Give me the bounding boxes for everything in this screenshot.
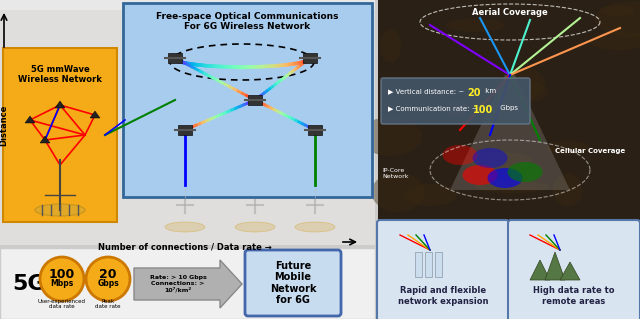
Text: Future
Mobile
Network
for 6G: Future Mobile Network for 6G	[269, 261, 316, 305]
Text: 20: 20	[99, 268, 116, 280]
Text: Rate: > 10 Gbps
Connections: >
10⁷/km²: Rate: > 10 Gbps Connections: > 10⁷/km²	[150, 275, 206, 293]
Polygon shape	[90, 111, 100, 118]
Ellipse shape	[600, 5, 634, 16]
Ellipse shape	[295, 222, 335, 232]
Text: 20: 20	[467, 88, 481, 98]
Ellipse shape	[488, 168, 522, 188]
Ellipse shape	[463, 165, 497, 185]
Ellipse shape	[461, 152, 532, 169]
Text: Peak
date rate: Peak date rate	[95, 299, 121, 309]
FancyBboxPatch shape	[378, 0, 640, 220]
Polygon shape	[134, 260, 242, 308]
Ellipse shape	[442, 145, 477, 165]
Polygon shape	[530, 260, 550, 280]
Text: Rapid and flexible
network expansion: Rapid and flexible network expansion	[397, 286, 488, 306]
Circle shape	[86, 257, 130, 301]
Ellipse shape	[380, 29, 401, 63]
Ellipse shape	[165, 222, 205, 232]
Text: Distance: Distance	[0, 104, 8, 146]
FancyBboxPatch shape	[377, 220, 509, 319]
FancyBboxPatch shape	[508, 220, 640, 319]
Ellipse shape	[235, 222, 275, 232]
Ellipse shape	[494, 80, 547, 103]
Text: Cellular Coverage: Cellular Coverage	[555, 148, 625, 154]
Ellipse shape	[595, 1, 640, 37]
FancyBboxPatch shape	[123, 3, 372, 197]
Ellipse shape	[358, 117, 422, 156]
Text: Mbps: Mbps	[51, 279, 74, 288]
FancyBboxPatch shape	[248, 95, 262, 105]
FancyBboxPatch shape	[168, 53, 182, 63]
FancyBboxPatch shape	[178, 125, 192, 135]
Ellipse shape	[472, 148, 508, 168]
Text: User-experienced
data rate: User-experienced data rate	[38, 299, 86, 309]
Ellipse shape	[446, 19, 505, 32]
Ellipse shape	[445, 101, 468, 117]
FancyBboxPatch shape	[415, 252, 422, 277]
Ellipse shape	[553, 173, 582, 207]
Polygon shape	[560, 262, 580, 280]
Ellipse shape	[508, 162, 543, 182]
FancyBboxPatch shape	[435, 252, 442, 277]
Text: ▶ Vertical distance: ~: ▶ Vertical distance: ~	[388, 88, 464, 94]
FancyBboxPatch shape	[245, 250, 341, 316]
Polygon shape	[545, 252, 565, 280]
Ellipse shape	[590, 32, 640, 50]
FancyBboxPatch shape	[308, 125, 322, 135]
Text: High data rate to
remote areas: High data rate to remote areas	[533, 286, 615, 306]
FancyBboxPatch shape	[303, 53, 317, 63]
Text: Free-space Optical Communications
For 6G Wireless Network: Free-space Optical Communications For 6G…	[156, 12, 339, 31]
Ellipse shape	[371, 173, 424, 212]
Ellipse shape	[475, 181, 548, 193]
FancyBboxPatch shape	[0, 0, 375, 245]
Text: Gbps: Gbps	[498, 105, 518, 111]
Text: Gbps: Gbps	[97, 279, 119, 288]
Polygon shape	[450, 75, 570, 190]
Text: Aerial Coverage: Aerial Coverage	[472, 8, 548, 17]
FancyBboxPatch shape	[425, 252, 432, 277]
Ellipse shape	[404, 184, 457, 206]
Text: IP-Core
Network: IP-Core Network	[382, 168, 408, 179]
Text: 100: 100	[473, 105, 493, 115]
FancyBboxPatch shape	[0, 248, 375, 319]
Ellipse shape	[35, 204, 85, 216]
Polygon shape	[40, 136, 50, 143]
Text: Number of connections / Data rate →: Number of connections / Data rate →	[98, 242, 272, 251]
Text: 5G: 5G	[12, 274, 45, 294]
Text: 5G mmWave
Wireless Network: 5G mmWave Wireless Network	[18, 65, 102, 85]
Text: 100: 100	[49, 268, 75, 280]
FancyBboxPatch shape	[381, 78, 530, 124]
Polygon shape	[55, 101, 65, 108]
Ellipse shape	[499, 67, 545, 99]
FancyBboxPatch shape	[3, 48, 117, 222]
Ellipse shape	[547, 141, 589, 155]
Polygon shape	[25, 116, 35, 123]
Circle shape	[40, 257, 84, 301]
Text: km: km	[483, 88, 496, 94]
Text: ▶ Communication rate: ~: ▶ Communication rate: ~	[388, 105, 477, 111]
FancyBboxPatch shape	[0, 0, 375, 10]
